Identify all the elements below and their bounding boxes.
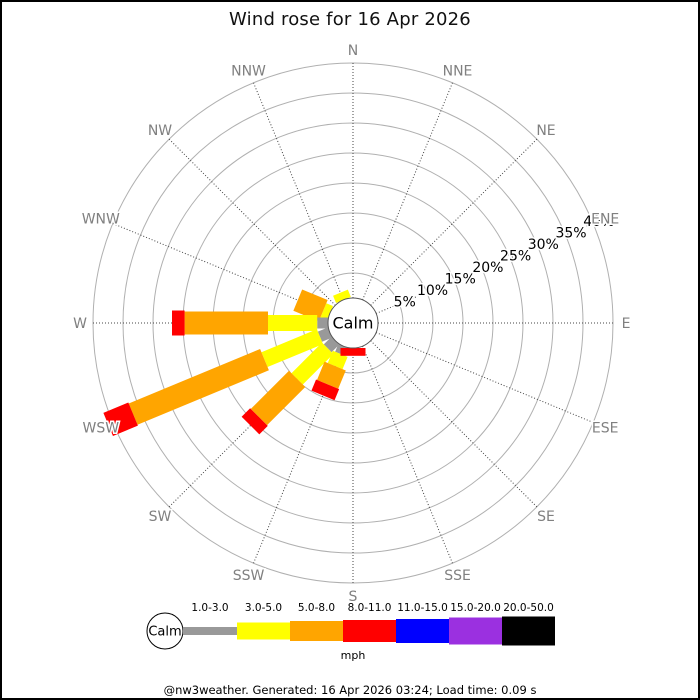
- bar-segment-W-5.0-8.0: [184, 311, 268, 335]
- compass-label-NE: NE: [536, 123, 555, 139]
- wind-bar-WSW: [103, 327, 333, 436]
- compass-label-ENE: ENE: [591, 211, 619, 227]
- radial-line-WNW: [112, 223, 331, 314]
- calm-center-label: Calm: [332, 314, 373, 333]
- radial-line-SSE: [362, 345, 453, 564]
- compass-label-E: E: [622, 316, 631, 332]
- compass-label-WNW: WNW: [82, 211, 120, 227]
- compass-label-W: W: [73, 316, 87, 332]
- radial-line-NNW: [253, 82, 344, 301]
- ring-label-40pct: 40%: [583, 214, 614, 230]
- bar-segment-NNW-3.0-5.0: [333, 289, 351, 303]
- speed-legend: Calm 1.0-3.0 3.0-5.0 5.0-8.0 8.0-11.0 11.0-15…: [146, 602, 555, 662]
- compass-label-SSW: SSW: [233, 568, 265, 584]
- wind-bar-NNW: [333, 289, 351, 303]
- radial-line-ENE: [375, 223, 594, 314]
- bar-segment-WNW-5.0-8.0: [293, 289, 328, 322]
- bar-segment-WSW-3.0-5.0: [261, 329, 323, 368]
- calm-circle: [327, 297, 379, 349]
- legend-bin-label-8.0-11.0: 8.0-11.0: [348, 602, 392, 614]
- radial-line-ESE: [375, 332, 594, 423]
- wind-bar-WNW: [293, 289, 333, 322]
- bar-segment-SSW-8.0-11.0: [311, 379, 340, 401]
- chart-title: Wind rose for 16 Apr 2026: [229, 9, 471, 30]
- compass-label-NNE: NNE: [443, 64, 473, 80]
- ring-label-15pct: 15%: [445, 272, 476, 288]
- bar-segment-WNW-3.0-5.0: [320, 303, 333, 321]
- ring-label-30pct: 30%: [528, 237, 559, 253]
- bar-segment-W-3.0-5.0: [268, 315, 318, 331]
- bar-segment-W-8.0-11.0: [172, 310, 185, 336]
- legend-swatch-3.0-5.0: [237, 622, 290, 640]
- wind-rose-chart: Calm 5%10%15%20%25%30%35%40% N NNE NE ENE E ESE…: [72, 41, 632, 662]
- compass-label-WSW: WSW: [83, 420, 120, 436]
- wind-bar-W: [172, 310, 328, 336]
- legend-swatch-20.0-50.0: [502, 616, 555, 646]
- ring-label-10pct: 10%: [417, 283, 448, 299]
- legend-swatch-8.0-11.0: [343, 620, 396, 642]
- legend-bin-label-20.0-50.0: 20.0-50.0: [503, 602, 554, 614]
- compass-label-SW: SW: [149, 509, 172, 525]
- compass-label-NNW: NNW: [231, 64, 266, 80]
- legend-swatch-15.0-20.0: [449, 617, 502, 645]
- bar-segment-WSW-5.0-8.0: [128, 349, 269, 425]
- footer-credit: @nw3weather. Generated: 16 Apr 2026 03:2…: [163, 683, 537, 697]
- bar-segment-W-1.0-3.0: [317, 317, 328, 329]
- radial-line-SE: [370, 340, 538, 508]
- compass-label-ESE: ESE: [592, 420, 619, 436]
- legend-calm-label: Calm: [148, 625, 181, 640]
- bar-segment-SW-8.0-11.0: [241, 408, 268, 435]
- legend-units-label: mph: [341, 649, 366, 662]
- wind-bar-S: [340, 348, 366, 356]
- bar-segment-WSW-1.0-3.0: [317, 327, 333, 342]
- bar-segment-SW-1.0-3.0: [323, 336, 340, 353]
- compass-label-NW: NW: [148, 123, 172, 139]
- radial-line-NW: [168, 138, 336, 306]
- bar-segment-SW-3.0-5.0: [291, 342, 334, 385]
- ring-label-35pct: 35%: [555, 226, 586, 242]
- radial-line-NE: [370, 138, 538, 306]
- bar-segment-S-8.0-11.0: [340, 348, 366, 356]
- bar-segment-SW-5.0-8.0: [250, 370, 306, 426]
- compass-label-N: N: [348, 43, 358, 59]
- legend-swatch-5.0-8.0: [290, 621, 343, 641]
- ring-label-20pct: 20%: [472, 260, 503, 276]
- compass-label-SSE: SSE: [444, 568, 471, 584]
- legend-bin-label-3.0-5.0: 3.0-5.0: [245, 602, 282, 614]
- compass-label-S: S: [349, 589, 358, 605]
- legend-swatch-11.0-15.0: [396, 619, 449, 643]
- ring-label-5pct: 5%: [394, 295, 416, 311]
- legend-bin-label-5.0-8.0: 5.0-8.0: [298, 602, 335, 614]
- bar-segment-SSW-5.0-8.0: [316, 361, 346, 389]
- bar-segment-WSW-8.0-11.0: [103, 402, 138, 436]
- legend-swatch-1.0-3.0: [183, 627, 237, 635]
- compass-label-SE: SE: [537, 509, 555, 525]
- legend-bin-label-11.0-15.0: 11.0-15.0: [397, 602, 448, 614]
- legend-bin-label-15.0-20.0: 15.0-20.0: [450, 602, 501, 614]
- ring-label-25pct: 25%: [500, 249, 531, 265]
- wind-bar-SW: [241, 336, 340, 435]
- radial-line-NNE: [362, 82, 453, 301]
- legend-bin-label-1.0-3.0: 1.0-3.0: [191, 602, 228, 614]
